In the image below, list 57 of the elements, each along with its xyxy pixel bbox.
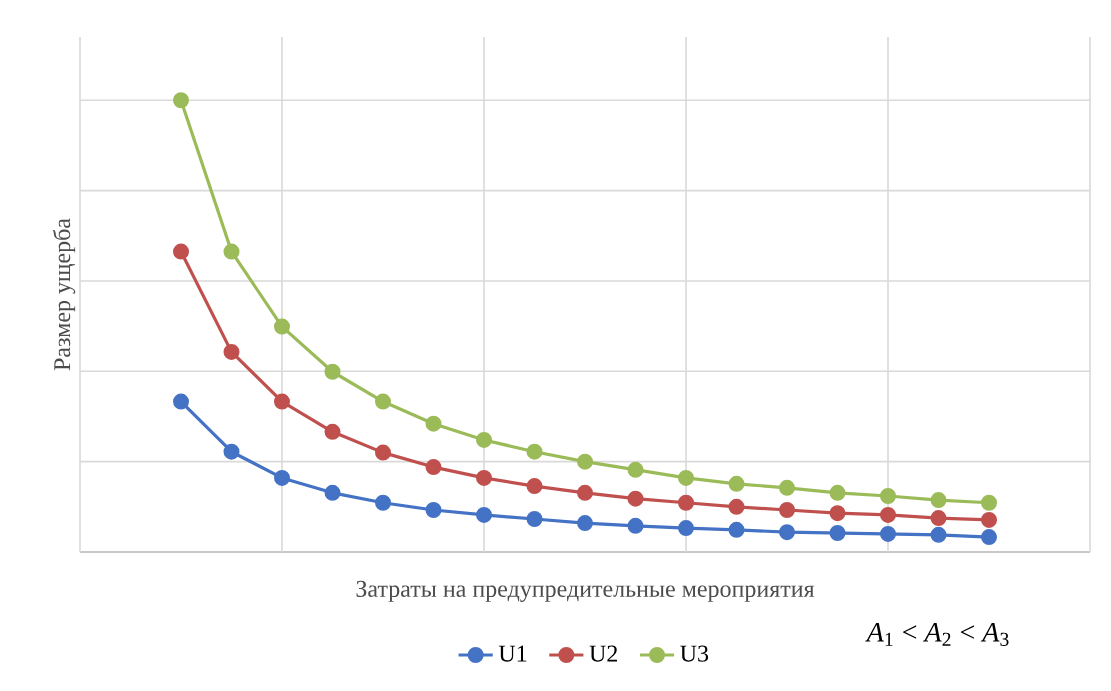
point (779, 479, 796, 496)
point (981, 494, 998, 511)
point (930, 510, 947, 527)
point (981, 511, 998, 528)
point (829, 505, 846, 522)
legend-label: U2 (589, 645, 618, 662)
point (223, 343, 240, 360)
point (375, 393, 392, 410)
point (981, 529, 998, 546)
point (476, 506, 493, 523)
point (779, 501, 796, 518)
legend-label: U3 (680, 645, 709, 662)
point (728, 475, 745, 492)
point (375, 444, 392, 461)
point (223, 443, 240, 460)
point (526, 443, 543, 460)
point (425, 501, 442, 518)
point (678, 469, 695, 486)
point (425, 459, 442, 476)
point (526, 478, 543, 495)
point (577, 515, 594, 532)
point (476, 431, 493, 448)
point (880, 506, 897, 523)
point (223, 243, 240, 260)
point (880, 525, 897, 542)
point (779, 524, 796, 541)
point (173, 393, 190, 410)
point (930, 526, 947, 543)
point (173, 243, 190, 260)
text: A$_{1}$ < A$_{2}$ < A$_{3}$ (865, 622, 1009, 646)
point (324, 423, 341, 440)
point (728, 498, 745, 515)
point (678, 520, 695, 537)
point (526, 511, 543, 528)
point (274, 318, 290, 335)
point (829, 525, 846, 542)
point (728, 521, 745, 538)
point (425, 415, 442, 432)
point (324, 484, 341, 501)
point (324, 363, 341, 380)
point (476, 469, 493, 486)
point (173, 92, 190, 109)
point (375, 494, 392, 511)
point (274, 469, 290, 486)
point (577, 484, 594, 501)
point (577, 453, 594, 470)
legend-label: U1 (498, 645, 527, 662)
point (880, 487, 897, 504)
point (678, 494, 695, 511)
y-axis-title: Размер ущерба (52, 218, 76, 371)
point (930, 492, 947, 509)
point (829, 484, 846, 501)
point (627, 490, 644, 507)
point (627, 461, 644, 478)
point (274, 393, 290, 410)
x-axis-title: Затраты на предупредительные мероприятия (356, 580, 815, 602)
point (627, 517, 644, 534)
